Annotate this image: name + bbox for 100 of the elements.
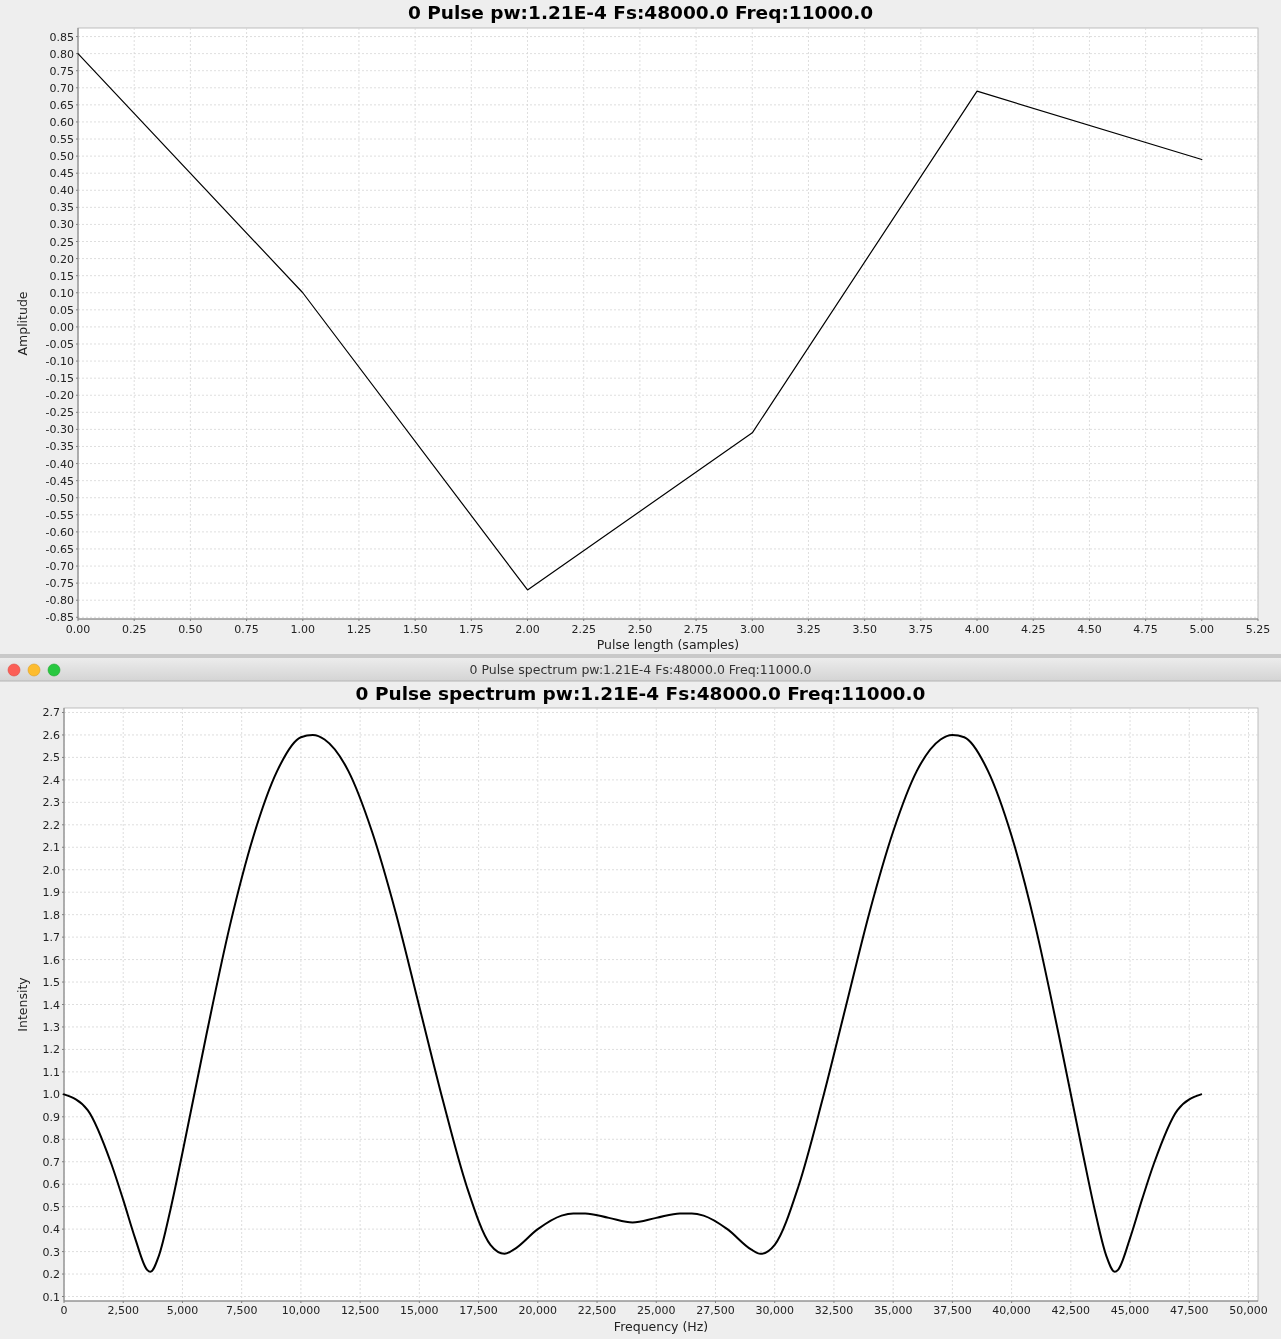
y-tick-label: -0.35 [45, 440, 74, 454]
y-tick-label: -0.05 [45, 338, 74, 351]
x-tick-label: 20,000 [518, 1304, 558, 1317]
y-tick-label: 0.20 [49, 252, 74, 266]
y-tick-label: 0.1 [42, 1290, 60, 1304]
x-tick-label: 1.25 [346, 623, 372, 636]
x-tick-label: 4.00 [964, 623, 990, 636]
y-tick-label: 0.40 [49, 184, 74, 198]
y-tick-label: -0.65 [45, 542, 74, 556]
x-tick-label: 25,000 [637, 1304, 676, 1317]
y-tick-label: 0.3 [42, 1245, 60, 1259]
y-tick-label: 0.8 [42, 1133, 60, 1147]
x-tick-label: 37,500 [933, 1304, 972, 1317]
y-tick-label: 2.7 [42, 706, 60, 720]
x-tick-label: 1.00 [290, 623, 316, 636]
y-tick-label: 2.6 [42, 728, 60, 742]
x-tick-label: 2.50 [627, 623, 653, 636]
y-tick-label: 1.8 [42, 908, 60, 922]
text: 0 Pulse spectrum pw:1.21E-4 Fs:48000.0 Freq:11000.0 [469, 662, 812, 677]
x-tick-label: 0.00 [65, 623, 91, 636]
x-tick-label: 0.25 [121, 623, 147, 636]
x-tick-label: 32,500 [814, 1304, 854, 1317]
x-tick-label: 50,000 [1229, 1304, 1268, 1317]
y-tick-label: 1.0 [42, 1088, 60, 1102]
x-tick-label: 27,500 [696, 1304, 735, 1317]
x-tick-label: 1.50 [402, 623, 428, 636]
x-tick-label: 5.00 [1189, 623, 1215, 636]
y-tick-label: 0.55 [49, 133, 74, 147]
y-tick-label: 2.1 [42, 841, 60, 855]
x-tick-label: 0.75 [234, 623, 259, 636]
x-tick-label: 7,500 [225, 1304, 258, 1317]
x-tick-label: 3.00 [740, 623, 765, 636]
y-tick-label: 0.45 [49, 167, 74, 181]
y-tick-label: -0.80 [45, 594, 74, 608]
x-tick-label: 47,500 [1170, 1304, 1209, 1317]
x-tick-label: 22,500 [577, 1304, 617, 1317]
x-tick-label: 17,500 [459, 1304, 498, 1317]
x-tick-label: 15,000 [400, 1304, 439, 1317]
x-axis-title: Pulse length (samples) [596, 637, 740, 652]
y-tick-label: 0.6 [42, 1178, 60, 1192]
x-tick-label: 35,000 [873, 1304, 913, 1317]
x-tick-label: 30,000 [755, 1304, 794, 1317]
y-tick-label: 2.3 [42, 796, 60, 810]
y-tick-label: -0.55 [45, 508, 74, 522]
x-tick-label: 2,500 [107, 1304, 139, 1317]
y-tick-label: 0.15 [49, 269, 74, 283]
y-tick-label: -0.10 [45, 355, 74, 369]
y-tick-label: -0.50 [45, 491, 74, 505]
y-tick-label: 0.9 [42, 1110, 60, 1124]
y-tick-label: 0.85 [49, 30, 74, 44]
y-tick-label: 0.25 [49, 235, 74, 249]
y-axis-title: Intensity [15, 976, 30, 1032]
y-tick-label: 0.70 [49, 81, 74, 95]
y-tick-label: -0.60 [45, 525, 74, 539]
y-tick-label: -0.75 [45, 577, 74, 591]
y-tick-label: 1.1 [42, 1065, 60, 1079]
y-tick-label: 0.05 [49, 303, 74, 317]
x-tick-label: 40,000 [992, 1304, 1031, 1317]
x-tick-label: 5,000 [166, 1304, 199, 1317]
y-tick-label: 0.60 [49, 115, 74, 129]
line-series [63, 733, 1203, 1273]
y-tick-label: -0.30 [45, 423, 74, 437]
x-tick-label: 3.25 [796, 623, 821, 636]
x-tick-label: 42,500 [1051, 1304, 1091, 1317]
y-axis-title: Amplitude [15, 291, 30, 356]
y-tick-label: -0.25 [45, 406, 74, 420]
x-tick-label: 12,500 [340, 1304, 380, 1317]
y-tick-label: -0.40 [45, 457, 74, 471]
y-tick-label: 0.50 [49, 150, 74, 164]
y-tick-label: 0.2 [42, 1268, 60, 1282]
y-tick-label: 0.10 [49, 286, 74, 300]
x-tick-label: 10,000 [281, 1304, 321, 1317]
x-tick-label: 2.25 [571, 623, 596, 636]
y-tick-label: -0.15 [45, 372, 74, 386]
x-tick-label: 1.75 [459, 623, 484, 636]
y-tick-label: 0.00 [49, 320, 74, 334]
x-tick-label: 0 [60, 1304, 68, 1317]
y-tick-label: 0.75 [49, 64, 74, 78]
y-tick-label: -0.20 [45, 389, 74, 403]
y-tick-label: 2.4 [42, 773, 60, 787]
x-tick-label: 2.00 [515, 623, 540, 636]
y-tick-label: 2.5 [42, 751, 60, 765]
y-tick-label: 1.3 [42, 1020, 60, 1034]
y-tick-label: 1.7 [42, 931, 60, 945]
line-series [77, 53, 1203, 591]
y-tick-label: -0.45 [45, 474, 74, 488]
y-tick-label: 0.80 [49, 47, 74, 61]
x-tick-label: 3.75 [908, 623, 934, 636]
y-tick-label: -0.70 [45, 560, 74, 574]
x-tick-label: 4.25 [1020, 623, 1046, 636]
chart-title: 0 Pulse pw:1.21E-4 Fs:48000.0 Freq:11000.0 [407, 2, 874, 23]
y-tick-label: 0.35 [49, 201, 74, 215]
y-tick-label: -0.85 [45, 611, 74, 625]
x-tick-label: 45,000 [1110, 1304, 1150, 1317]
y-tick-label: 1.4 [42, 998, 60, 1012]
x-axis-title: Frequency (Hz) [613, 1319, 709, 1334]
y-tick-label: 1.5 [42, 976, 60, 990]
chart-title: 0 Pulse spectrum pw:1.21E-4 Fs:48000.0 Freq:11000.0 [355, 683, 926, 704]
y-tick-label: 0.5 [42, 1200, 60, 1214]
x-tick-label: 0.50 [178, 623, 203, 636]
